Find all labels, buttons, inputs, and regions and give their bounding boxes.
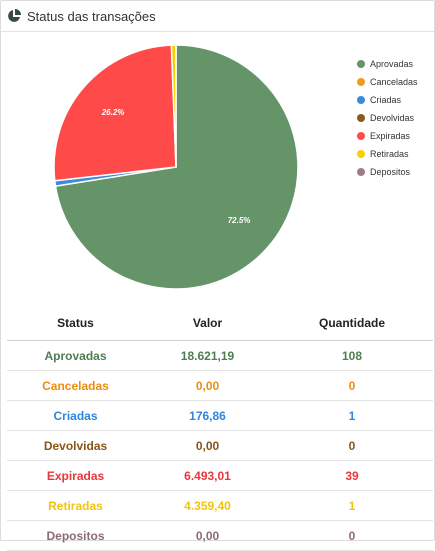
- legend-item[interactable]: Retiradas: [357, 145, 418, 163]
- table-row: Retiradas 4.359,40 1: [7, 490, 433, 521]
- legend-swatch: [357, 168, 365, 176]
- legend-label: Expiradas: [370, 131, 411, 141]
- status-cell: Retiradas: [7, 490, 144, 521]
- pie-slice-expiradas[interactable]: [53, 44, 177, 182]
- pie-slice-aprovadas[interactable]: [54, 44, 299, 290]
- legend-label: Canceladas: [370, 77, 418, 87]
- legend-swatch: [357, 150, 365, 158]
- status-cell: Expiradas: [7, 460, 144, 491]
- legend-swatch: [357, 60, 365, 68]
- legend-swatch: [357, 132, 365, 140]
- panel-header: Status das transações: [1, 1, 434, 32]
- quantidade-cell: 1: [271, 400, 433, 431]
- legend-item[interactable]: Depositos: [357, 163, 418, 181]
- valor-cell: 0,00: [144, 430, 271, 461]
- status-cell: Devolvidas: [7, 430, 144, 461]
- valor-cell: 176,86: [144, 400, 271, 431]
- quantidade-cell: 108: [271, 340, 433, 371]
- legend-label: Devolvidas: [370, 113, 415, 123]
- table-row: Devolvidas 0,00 0: [7, 430, 433, 461]
- legend-label: Criadas: [370, 95, 402, 105]
- legend-item[interactable]: Devolvidas: [357, 109, 418, 127]
- legend-swatch: [357, 114, 365, 122]
- status-cell: Canceladas: [7, 370, 144, 401]
- column-header-quantidade: Quantidade: [271, 306, 433, 341]
- panel-title: Status das transações: [27, 8, 156, 24]
- legend-item[interactable]: Canceladas: [357, 73, 418, 91]
- pie-slice-retiradas[interactable]: [170, 44, 177, 168]
- valor-cell: 0,00: [144, 370, 271, 401]
- chart-area: 72.5% 26.2% Aprovadas Canceladas Criadas Dev…: [1, 33, 434, 303]
- slice-label: 26.2%: [101, 108, 125, 117]
- column-header-status: Status: [7, 306, 144, 341]
- valor-cell: 18.621,19: [144, 340, 271, 371]
- quantidade-cell: 0: [271, 520, 433, 551]
- legend-item[interactable]: Aprovadas: [357, 55, 418, 73]
- table-row: Aprovadas 18.621,19 108: [7, 340, 433, 371]
- table-row: Criadas 176,86 1: [7, 400, 433, 431]
- status-cell: Depositos: [7, 520, 144, 551]
- quantidade-cell: 0: [271, 430, 433, 461]
- quantidade-cell: 0: [271, 370, 433, 401]
- table-row: Canceladas 0,00 0: [7, 370, 433, 401]
- legend-item[interactable]: Expiradas: [357, 127, 418, 145]
- valor-cell: 4.359,40: [144, 490, 271, 521]
- status-cell: Criadas: [7, 400, 144, 431]
- legend-swatch: [357, 96, 365, 104]
- table-header-row: Status Valor Quantidade: [7, 306, 433, 341]
- legend-label: Retiradas: [370, 149, 409, 159]
- column-header-valor: Valor: [144, 306, 271, 341]
- slice-label: 72.5%: [228, 216, 251, 225]
- valor-cell: 6.493,01: [144, 460, 271, 491]
- table-row: Expiradas 6.493,01 39: [7, 460, 433, 491]
- legend-label: Aprovadas: [370, 59, 414, 69]
- legend-swatch: [357, 78, 365, 86]
- status-table: Status Valor Quantidade Aprovadas 18.621,…: [7, 306, 433, 551]
- legend-label: Depositos: [370, 167, 411, 177]
- pie-chart-icon: [8, 9, 21, 22]
- chart-legend: Aprovadas Canceladas Criadas Devolvidas Expi…: [357, 55, 418, 181]
- status-cell: Aprovadas: [7, 340, 144, 371]
- legend-item[interactable]: Criadas: [357, 91, 418, 109]
- quantidade-cell: 39: [271, 460, 433, 491]
- table-row: Depositos 0,00 0: [7, 520, 433, 551]
- valor-cell: 0,00: [144, 520, 271, 551]
- pie-chart: 72.5% 26.2%: [53, 44, 299, 290]
- quantidade-cell: 1: [271, 490, 433, 521]
